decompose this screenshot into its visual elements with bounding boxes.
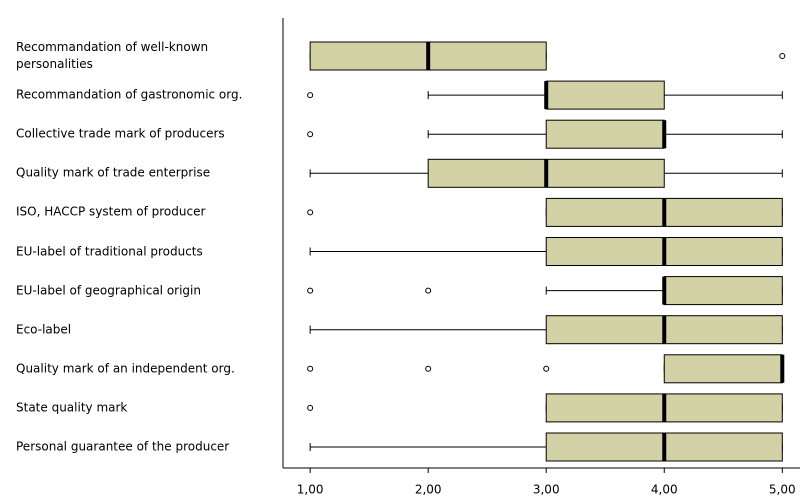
x-tick-label: 2,00 xyxy=(415,483,442,497)
outlier xyxy=(307,287,314,294)
x-tick-label: 1,00 xyxy=(297,483,324,497)
outlier xyxy=(307,92,314,99)
box xyxy=(663,276,783,306)
category-label: Recommandation of well-known personaliti… xyxy=(16,40,209,71)
outlier xyxy=(307,209,314,216)
box xyxy=(663,354,783,384)
category-label: EU-label of traditional products xyxy=(16,244,203,258)
category-label: Quality mark of trade enterprise xyxy=(16,165,211,180)
outlier xyxy=(307,131,314,138)
category-label: Eco-label xyxy=(16,322,72,337)
category-label: Recommandation of gastronomic org. xyxy=(16,87,243,102)
outlier xyxy=(307,365,314,372)
category-label: State quality mark xyxy=(16,400,128,415)
x-tick-label: 3,00 xyxy=(533,483,560,497)
box xyxy=(545,119,665,149)
category-label: Collective trade mark of producers xyxy=(16,126,225,141)
category-label: ISO, HACCP system of producer xyxy=(16,204,206,219)
box xyxy=(545,80,665,110)
outlier xyxy=(425,287,432,294)
category-label: EU-label of geographical origin xyxy=(16,283,201,298)
category-label: Personal guarantee of the producer xyxy=(16,439,230,454)
outlier xyxy=(425,365,432,372)
category-label: Quality mark of an independent org. xyxy=(16,361,235,376)
outlier xyxy=(779,53,786,59)
x-tick-label: 5,00 xyxy=(769,483,796,497)
outlier xyxy=(543,365,550,372)
x-tick-label: 4,00 xyxy=(651,483,678,497)
outlier xyxy=(307,404,314,411)
